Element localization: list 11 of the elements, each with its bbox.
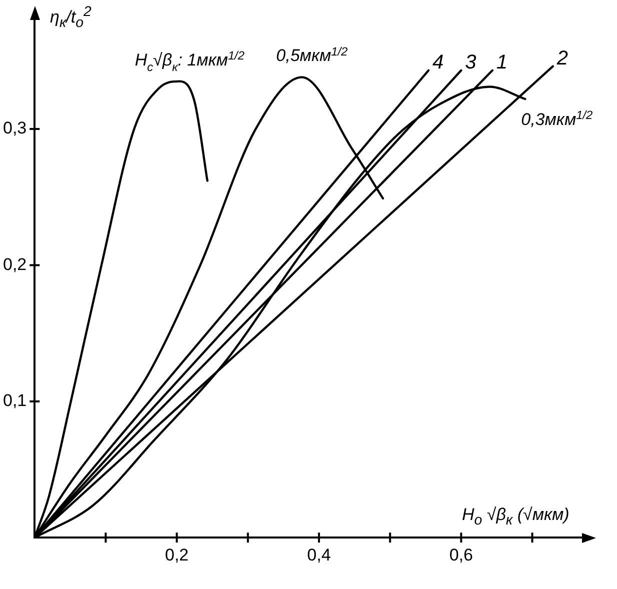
series-label: 4 (432, 51, 444, 74)
x-tick-label: 0,2 (164, 545, 189, 564)
y-tick-label: 0,3 (2, 118, 27, 138)
x-tick-label: 0,6 (449, 545, 473, 564)
x-tick-label: 0,4 (307, 545, 331, 564)
y-tick-label: 0,1 (2, 391, 27, 410)
series-label: 3 (465, 51, 476, 74)
series-label: 2 (556, 47, 568, 70)
x-axis-title: H$_{о}$ √β$_{к}$ (√мкм) (462, 505, 570, 528)
series-label: 1 (496, 51, 508, 74)
y-tick-label: 0,2 (2, 254, 27, 274)
